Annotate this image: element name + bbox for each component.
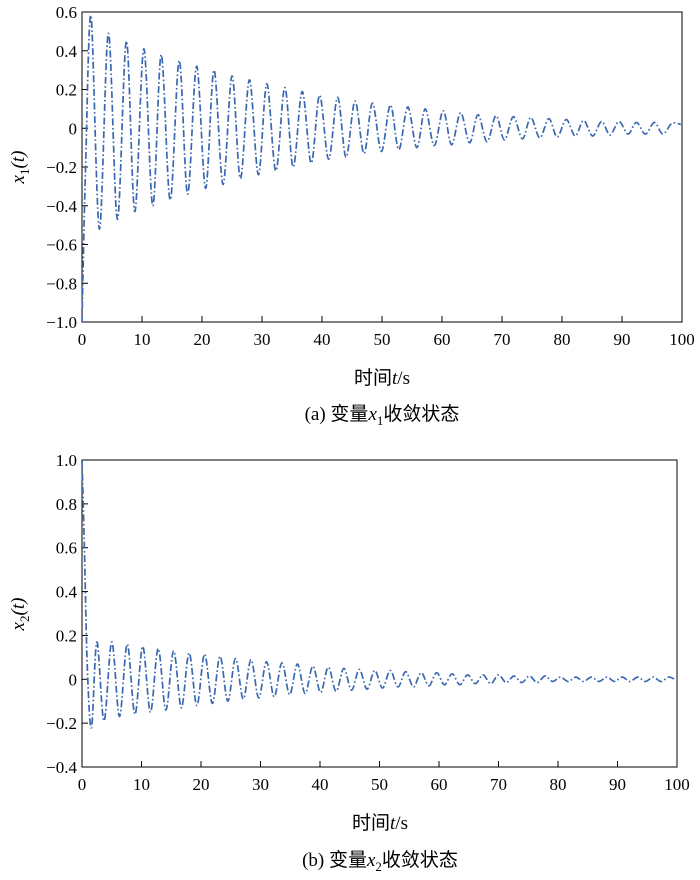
data-point	[629, 680, 631, 682]
x-tick-label: 60	[431, 775, 448, 794]
x-label-unit: /s	[397, 368, 410, 389]
y-label-arg: (t)	[8, 151, 29, 169]
y-label-var: x	[8, 174, 29, 184]
x-label-var: t	[392, 368, 398, 389]
data-point	[142, 645, 144, 647]
caption-b: (b) 变量x2收敛状态	[302, 849, 458, 874]
caption-prefix: (a) 变量	[305, 403, 369, 425]
y-tick-label: 0.2	[56, 81, 77, 100]
caption-var: x	[367, 404, 377, 425]
x-tick-label: 20	[194, 330, 211, 349]
y-tick-label: 1.0	[56, 451, 77, 470]
x-tick-label: 70	[490, 775, 507, 794]
panel-a: 0 10 20 30 40 50 60 70 80 90 100 −1.0−0.8−0.6−0.4−…	[8, 3, 695, 428]
x-label-text: 时间	[352, 812, 390, 834]
x-label-var: t	[390, 813, 396, 834]
caption-a: (a) 变量x1收敛状态	[305, 403, 460, 428]
x-tick-label: 80	[550, 775, 567, 794]
y-tick-label: −0.2	[46, 714, 77, 733]
data-point	[621, 676, 623, 678]
y-ticks-b: −0.4 −0.2 0 0.2 0.4 0.6 0.8 1.0	[46, 451, 88, 777]
data-point	[559, 676, 561, 678]
x-tick-label: 90	[609, 775, 626, 794]
caption-suffix: 收敛状态	[383, 403, 459, 425]
y-tick-label: −0.6	[46, 236, 77, 255]
x-tick-label: 70	[494, 330, 511, 349]
x-axis-label-a: 时间t/s	[354, 367, 410, 389]
x-tick-label: 10	[134, 330, 151, 349]
data-point	[668, 676, 670, 678]
y-tick-label: 0	[69, 670, 78, 689]
x-tick-label: 30	[252, 775, 269, 794]
caption-var: x	[366, 850, 376, 871]
y-label-sub: 1	[17, 169, 32, 176]
y-tick-label: −0.8	[46, 274, 77, 293]
data-point	[644, 680, 646, 682]
y-tick-label: −0.4	[46, 197, 77, 216]
x-tick-label: 10	[133, 775, 150, 794]
panel-b: 0 10 20 30 40 50 60 70 80 90 100 −0.4 −0.2 0 0.2 0.4 0.…	[8, 451, 690, 874]
caption-prefix: (b) 变量	[302, 849, 367, 871]
x-tick-label: 90	[614, 330, 631, 349]
y-tick-label: 0.4	[56, 583, 78, 602]
x-tick-label: 40	[314, 330, 331, 349]
x-label-unit: /s	[395, 813, 408, 834]
y-tick-label: −0.2	[46, 158, 77, 177]
x-tick-label: 50	[374, 330, 391, 349]
data-point	[103, 720, 105, 722]
x-tick-label: 20	[193, 775, 210, 794]
x-tick-label: 0	[78, 775, 87, 794]
x-tick-label: 80	[554, 330, 571, 349]
y-axis-label-a: x1(t)	[8, 151, 32, 185]
caption-sub: 1	[377, 413, 384, 428]
x-ticks-b: 0 10 20 30 40 50 60 70 80 90 100	[78, 761, 690, 794]
data-point	[583, 680, 585, 682]
x-label-text: 时间	[354, 367, 392, 389]
x-ticks-a: 0 10 20 30 40 50 60 70 80 90 100	[78, 316, 695, 349]
y-axis-label-b: x2(t)	[8, 598, 32, 632]
y-ticks-a: −1.0 −0.8 −0.6 −0.4 −0.2 0 0.2 0.4 0.6	[46, 3, 88, 332]
data-point	[606, 676, 608, 678]
caption-suffix: 收敛状态	[382, 849, 458, 871]
x-tick-label: 60	[434, 330, 451, 349]
y-label-arg: (t)	[8, 598, 29, 616]
caption-sub: 2	[375, 859, 382, 874]
series-points-a	[81, 15, 682, 323]
x-tick-label: 40	[312, 775, 329, 794]
y-tick-label: 0.8	[56, 495, 77, 514]
x-tick-label: 50	[371, 775, 388, 794]
y-tick-label: −1.0	[46, 313, 77, 332]
series-line-x1	[81, 14, 681, 323]
y-tick-label: 0.6	[56, 3, 77, 22]
x-axis-label-b: 时间t/s	[352, 812, 408, 834]
y-tick-label: 0.2	[56, 626, 77, 645]
y-label-sub: 2	[17, 616, 32, 623]
x-tick-label: 100	[664, 775, 690, 794]
x-tick-label: 0	[78, 330, 87, 349]
plot-frame-a	[81, 11, 683, 323]
plot-frame-b	[81, 459, 678, 768]
y-tick-label: 0	[69, 119, 78, 138]
series-line-x2	[81, 459, 675, 729]
y-label-var: x	[8, 621, 29, 631]
x-tick-label: 100	[669, 330, 695, 349]
y-tick-label: 0.6	[56, 539, 77, 558]
y-tick-label: 0.4	[56, 42, 78, 61]
x-tick-label: 30	[254, 330, 271, 349]
y-tick-label: −0.4	[46, 758, 77, 777]
series-points-b	[81, 459, 676, 729]
